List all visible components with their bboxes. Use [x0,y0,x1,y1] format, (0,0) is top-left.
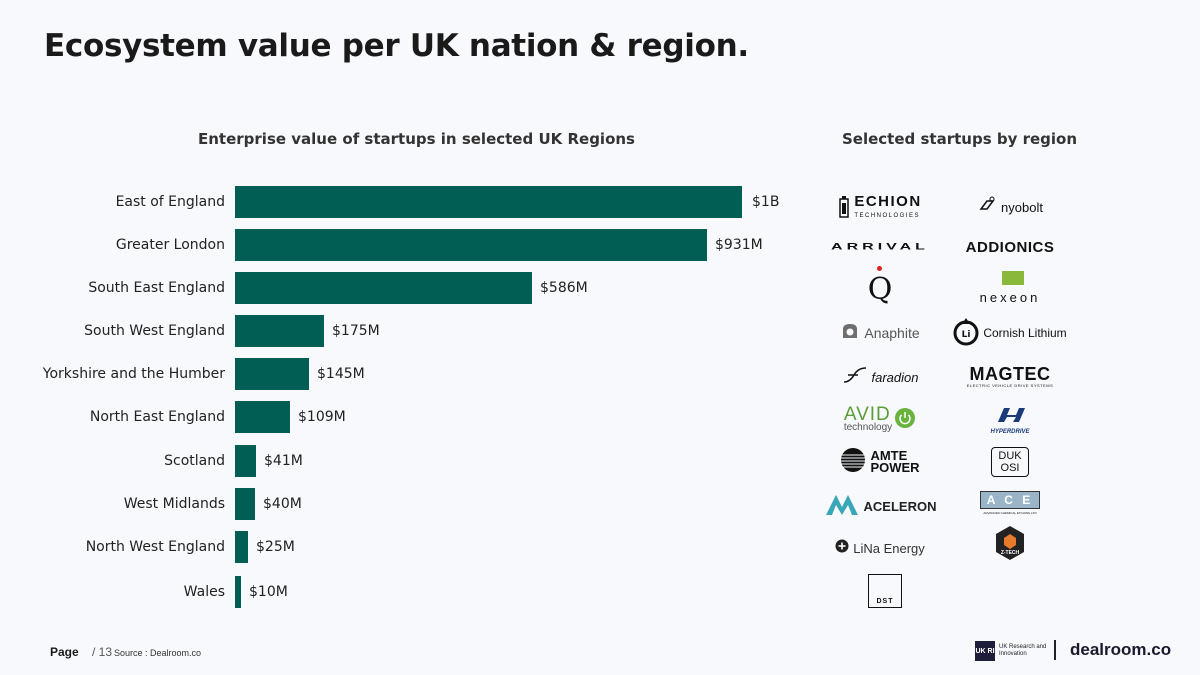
category-label: West Midlands [123,496,225,512]
bar [235,445,256,477]
category-label: Greater London [115,237,225,253]
hexagon-icon: Z-TECH [993,524,1027,564]
category-label: Wales [183,584,225,600]
logo-faradion: faradion [815,360,945,394]
chart-row: West Midlands $40M [0,488,800,520]
ukri-box-icon: UK RI [975,641,995,661]
bar [235,401,290,433]
hyperdrive-icon [992,406,1028,429]
cornish-lithium-icon: Li [953,316,979,351]
logo-amte-power: AMTE POWER [815,445,945,479]
chart-row: South West England $175M [0,315,800,347]
logo-cornish-lithium: Li Cornish Lithium [945,316,1075,350]
value-label: $175M [332,323,380,339]
plus-circle-icon [835,539,849,558]
logo-lina-energy: LiNa Energy [815,531,945,565]
logo-aceleron: ACELERON [815,489,945,523]
nyobolt-icon [977,195,997,220]
bar [235,576,241,608]
dealroom-logo: dealroom.co [1070,640,1172,659]
page-label: Page [50,645,79,659]
power-icon [894,407,916,434]
nexeon-icon: nexeon [980,271,1041,307]
chart-row: Wales $10M [0,576,800,608]
category-label: North East England [89,409,225,425]
bar [235,229,707,261]
page-number: / 13 [92,645,113,659]
logo-arrival: ARRIVAL [831,241,929,252]
source-note: Source : Dealroom.co [114,648,202,658]
faradion-icon [842,364,868,391]
logo-nexeon: nexeon [945,271,1075,307]
logo-echion: ECHION TECHNOLOGIES [815,192,945,226]
bar [235,315,324,347]
chart-row: North East England $109M [0,401,800,433]
bar [235,272,532,304]
logo-dst: DST [820,573,950,609]
bar [235,488,255,520]
globe-icon [840,447,866,478]
chart-subtitle: Enterprise value of startups in selected… [198,130,635,148]
category-label: East of England [115,194,225,210]
category-label: South West England [84,323,225,339]
value-label: $145M [317,366,365,382]
logo-ace: A C E ADVANCED CHEMICAL ETCHING LTD [945,486,1075,520]
category-label: Scotland [164,453,225,469]
value-label: $41M [264,453,303,469]
chart-row: Scotland $41M [0,445,800,477]
page-title: Ecosystem value per UK nation & region. [44,28,749,64]
chart-row: North West England $25M [0,531,800,563]
value-label: $25M [256,539,295,555]
logo-nyobolt: nyobolt [945,190,1075,224]
chart-row: Greater London $931M [0,229,800,261]
logo-duk-osi: DUK OSI [945,445,1075,479]
value-label: $10M [249,584,288,600]
chart-row: South East England $586M [0,272,800,304]
q-icon: Q [868,265,892,307]
bar [235,531,248,563]
footer-divider [1054,640,1056,660]
logo-q: Q [815,265,945,307]
value-label: $931M [715,237,763,253]
logo-hyperdrive: HYPERDRIVE [945,403,1075,437]
logo-magtec: MAGTEC ELECTRIC VEHICLE DRIVE SYSTEMS [966,364,1054,388]
value-label: $586M [540,280,588,296]
battery-icon [838,195,850,223]
anaphite-icon [840,321,860,346]
ukri-logo: UK RI UK Research and Innovation [975,641,1051,661]
chart-row: East of England $1B [0,186,800,218]
chart-row: Yorkshire and the Humber $145M [0,358,800,390]
bar [235,358,309,390]
logo-anaphite: Anaphite [815,316,945,350]
value-label: $40M [263,496,302,512]
logo-addionics: ADDIONICS [965,238,1055,256]
aceleron-icon [824,491,860,522]
ukri-text: UK Research and Innovation [999,644,1047,657]
value-label: $1B [752,194,780,210]
logo-avid: AVID technology [815,403,945,437]
category-label: South East England [88,280,225,296]
category-label: Yorkshire and the Humber [42,366,225,382]
svg-text:Li: Li [962,330,971,340]
logo-z-tech: Z-TECH [945,524,1075,564]
category-label: North West England [85,539,225,555]
value-label: $109M [298,409,346,425]
logos-subtitle: Selected startups by region [842,130,1078,148]
bar [235,186,742,218]
